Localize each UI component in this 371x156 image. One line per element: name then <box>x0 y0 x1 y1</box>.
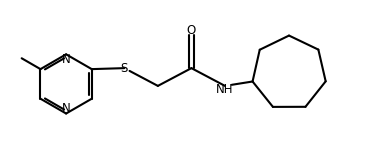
Text: S: S <box>121 62 128 75</box>
Text: O: O <box>187 24 196 37</box>
Text: NH: NH <box>216 83 234 96</box>
Text: N: N <box>62 102 70 115</box>
Text: N: N <box>62 53 70 66</box>
